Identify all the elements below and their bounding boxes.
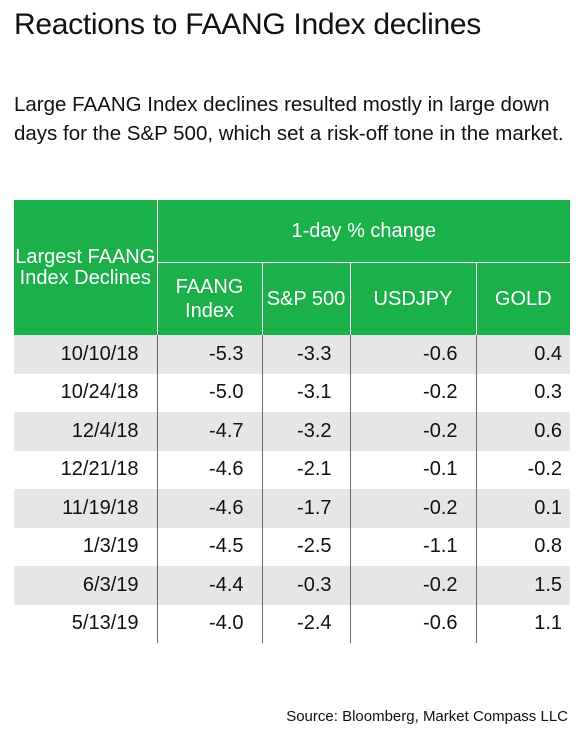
cell-faang: -4.7: [157, 412, 263, 451]
table-row: 12/21/18 -4.6 -2.1 -0.1 -0.2: [14, 450, 570, 489]
cell-gold: -0.2: [527, 458, 563, 481]
cell-faang: -4.6: [157, 450, 263, 489]
cell-usdjpy: -0.6: [350, 604, 477, 643]
table-row: 10/10/18 -5.3 -3.3 -0.6 0.4: [14, 335, 571, 374]
table-row: 12/4/18 -4.7 -3.2 -0.2 0.6: [14, 412, 571, 451]
chart-subtitle: Large FAANG Index declines resulted most…: [14, 93, 564, 145]
header-row-columns: FAANG Index S&P 500 USDJPY GOLD: [14, 262, 571, 335]
cell-gold: 0.8: [534, 535, 563, 558]
cell-faang: -4.6: [157, 489, 263, 528]
cell-sp500: -3.3: [262, 335, 351, 374]
cell-date: 10/10/18: [14, 335, 158, 374]
table-row: 1/3/19 -4.5 -2.5 -1.1 0.8: [14, 527, 570, 566]
cell-gold: 1.1: [534, 612, 563, 635]
column-header-faang: FAANG Index: [157, 262, 263, 335]
cell-usdjpy: -0.6: [350, 335, 477, 374]
chart-title: Reactions to FAANG Index declines: [14, 8, 482, 41]
cell-usdjpy: -0.1: [350, 450, 477, 489]
group-header-label: 1-day % change: [157, 200, 571, 263]
cell-sp500: -3.2: [262, 412, 351, 451]
cell-date: 12/21/18: [14, 450, 158, 489]
column-header-gold: GOLD: [476, 262, 571, 335]
table-row: 11/19/18 -4.6 -1.7 -0.2 0.1: [14, 489, 571, 528]
cell-sp500: -3.1: [262, 373, 351, 412]
cell-faang: -4.0: [157, 604, 263, 643]
column-header-sp500: S&P 500: [262, 262, 351, 335]
cell-gold: 0.6: [476, 412, 571, 451]
cell-sp500: -2.5: [262, 527, 351, 566]
cell-date: 1/3/19: [14, 527, 158, 566]
cell-faang: -5.0: [157, 373, 263, 412]
cell-sp500: -2.1: [262, 450, 351, 489]
column-header-usdjpy: USDJPY: [350, 262, 477, 335]
table-row: 10/24/18 -5.0 -3.1 -0.2 0.3: [14, 373, 570, 412]
cell-sp500: -1.7: [262, 489, 351, 528]
table-body: 10/10/18 -5.3 -3.3 -0.6 0.4 10/24/18 -5.0 -3.1-…: [14, 335, 571, 643]
cell-sp500: -0.3: [262, 566, 351, 605]
cell-date: 10/24/18: [14, 373, 158, 412]
cell-gold: 1.5: [476, 566, 571, 605]
cell-usdjpy: -0.2: [350, 412, 477, 451]
header-row-top: Largest FAANG Index Declines 1-day % cha…: [14, 200, 571, 335]
data-table: Largest FAANG Index Declines 1-day % cha…: [14, 200, 571, 643]
cell-faang: -4.4: [157, 566, 263, 605]
cell-gold: 0.3: [534, 381, 563, 404]
cell-usdjpy: -0.2: [350, 566, 477, 605]
cell-gold: 0.4: [476, 335, 571, 374]
cell-date: 5/13/19: [14, 604, 158, 643]
cell-gold: 0.1: [476, 489, 571, 528]
cell-faang: -5.3: [157, 335, 263, 374]
cell-sp500: -2.4: [262, 604, 351, 643]
cell-faang: -4.5: [157, 527, 263, 566]
cell-date: 6/3/19: [14, 566, 158, 605]
table-row: 6/3/19 -4.4 -0.3 -0.2 1.5: [14, 566, 571, 605]
source-note: Source: Bloomberg, Market Compass LLC: [286, 708, 568, 725]
cell-date: 12/4/18: [14, 412, 158, 451]
cell-date: 11/19/18: [14, 489, 158, 528]
cell-usdjpy: -0.2: [350, 373, 477, 412]
row-header-label: Largest FAANG Index Declines: [14, 200, 158, 335]
cell-usdjpy: -1.1: [350, 527, 477, 566]
table-row: 5/13/19 -4.0 -2.4 -0.6 1.1: [14, 604, 570, 643]
cell-usdjpy: -0.2: [350, 489, 477, 528]
